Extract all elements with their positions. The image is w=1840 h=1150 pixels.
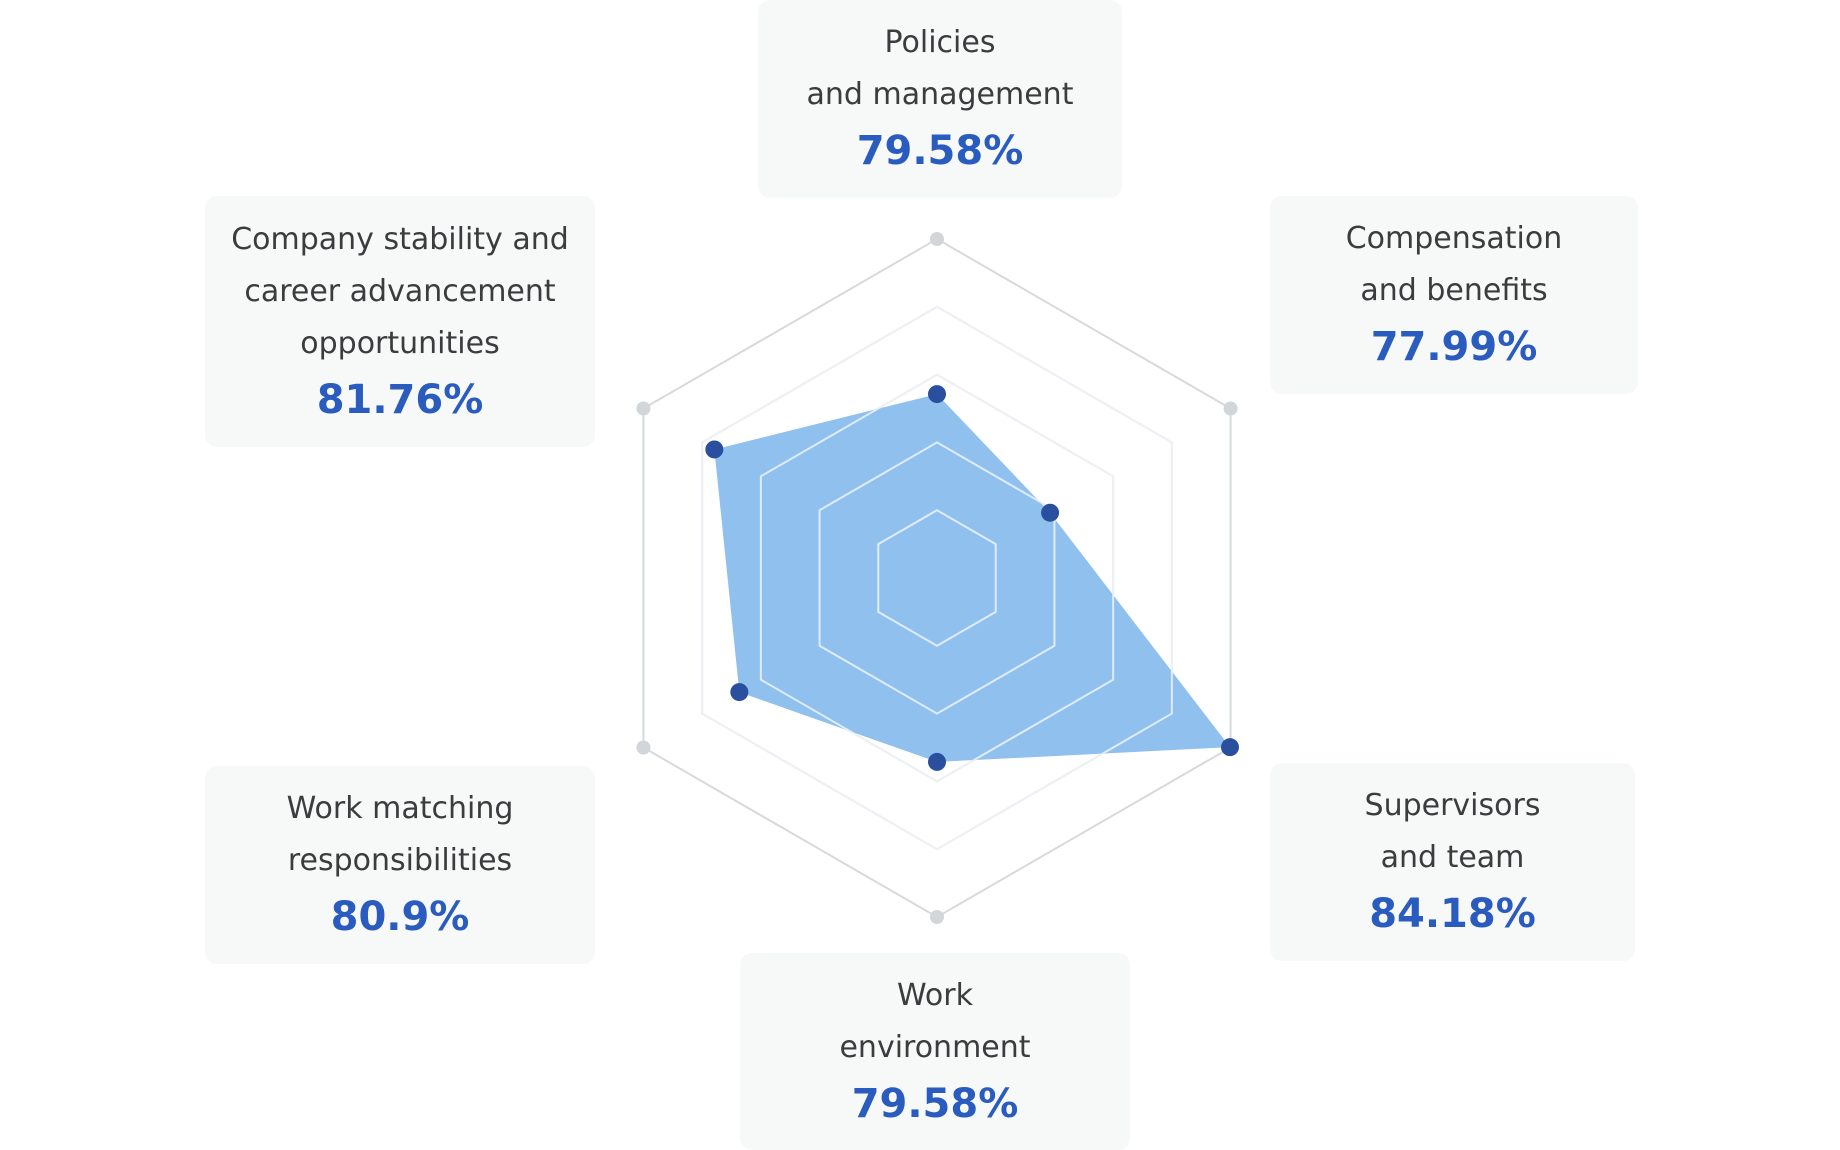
axis-vertex-marker [930,910,944,924]
category-card-policies: Policies and management 79.58% [758,0,1122,198]
category-label: Company stability and career advancement… [231,221,569,361]
data-area [714,394,1231,762]
data-point-3 [928,752,946,771]
grid-ring-overlay-4 [701,305,1173,851]
category-value: 79.58% [856,128,1024,174]
data-point-1 [1041,503,1060,522]
category-label: Work environment [839,977,1031,1065]
axis-vertex-marker [930,232,944,246]
category-card-compensation: Compensation and benefits 77.99% [1270,196,1638,394]
axis-vertex-marker [636,401,651,416]
category-card-company-stability: Company stability and career advancement… [205,196,595,447]
category-label: Work matching responsibilities [286,791,514,878]
category-label: Policies and management [806,25,1074,112]
data-points [705,385,1240,771]
axis-vertex-marker [636,740,651,755]
grid-ring-overlay-3 [759,373,1115,783]
category-card-supervisors: Supervisors and team 84.18% [1270,763,1635,961]
category-card-work-matching: Work matching responsibilities 80.9% [205,766,595,964]
category-value: 81.76% [316,376,484,423]
grid-ring-overlay-1 [877,509,997,647]
data-point-5 [705,440,724,459]
data-point-4 [730,683,749,702]
category-card-work-environment: Work environment 79.58% [740,953,1130,1150]
data-point-2 [1221,738,1240,757]
axis-vertex-marker [1223,401,1238,416]
data-point-0 [928,385,946,404]
category-value: 77.99% [1370,324,1538,370]
category-label: Compensation and benefits [1345,221,1563,308]
category-value: 80.9% [330,894,470,940]
category-label: Supervisors and team [1364,788,1541,875]
category-value: 79.58% [851,1080,1019,1127]
category-value: 84.18% [1369,891,1536,937]
